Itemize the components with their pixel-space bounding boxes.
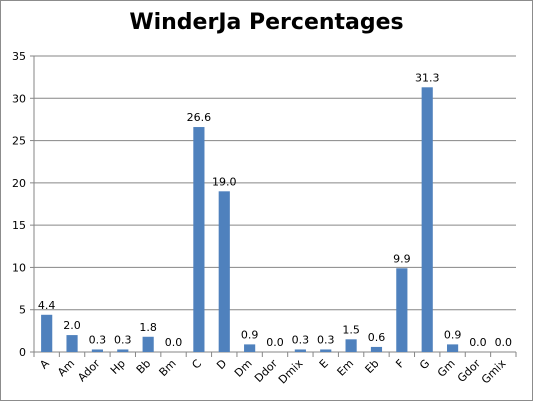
data-label-Hp: 0.3 — [114, 333, 132, 346]
data-label-Dm: 0.9 — [241, 328, 259, 341]
bar-E — [320, 349, 332, 352]
x-tick-label: Hp — [108, 357, 128, 377]
data-label-Gm: 0.9 — [444, 328, 462, 341]
x-tick-label: Eb — [363, 357, 382, 376]
x-tick-label: Bb — [134, 357, 153, 376]
data-label-F: 9.9 — [393, 252, 411, 265]
bar-Dmix — [294, 349, 306, 352]
bar-Gm — [446, 344, 459, 352]
x-tick-label: E — [317, 357, 331, 371]
x-tick-label: Gmix — [479, 357, 509, 387]
bar-Bb — [142, 336, 154, 352]
y-tick-label: 10 — [12, 261, 26, 274]
bar-D — [218, 191, 230, 352]
x-tick-label: G — [417, 357, 432, 372]
x-tick-label: Em — [335, 357, 357, 379]
data-label-C: 26.6 — [187, 111, 212, 124]
bar-Dm — [244, 344, 256, 352]
data-label-D: 19.0 — [212, 175, 237, 188]
x-tick-label: Bm — [157, 357, 179, 379]
x-tick-label: D — [214, 357, 229, 372]
y-tick-label: 20 — [12, 177, 26, 190]
x-tick-label: Dmix — [276, 357, 306, 387]
bar-C — [193, 127, 205, 352]
data-label-A: 4.4 — [38, 299, 56, 312]
bar-A — [41, 314, 53, 352]
data-label-Ador: 0.3 — [89, 333, 107, 346]
x-tick-label: Gdor — [455, 357, 483, 385]
bar-Hp — [117, 349, 129, 352]
data-label-Ddor: 0.0 — [266, 336, 284, 349]
data-label-Gdor: 0.0 — [469, 336, 487, 349]
chart-title: WinderJa Percentages — [129, 10, 404, 35]
y-tick-label: 25 — [12, 135, 26, 148]
data-label-Eb: 0.6 — [368, 331, 386, 344]
y-tick-label: 0 — [19, 346, 26, 359]
y-tick-label: 5 — [19, 304, 26, 317]
data-label-Em: 1.5 — [342, 323, 360, 336]
x-tick-label: F — [393, 357, 407, 371]
bar-F — [396, 268, 408, 352]
bar-Em — [345, 339, 357, 352]
x-tick-label: A — [37, 357, 52, 372]
data-label-Am: 2.0 — [63, 319, 81, 332]
bar-Ador — [91, 349, 104, 352]
data-label-Gmix: 0.0 — [495, 336, 513, 349]
y-tick-label: 15 — [12, 219, 26, 232]
y-tick-label: 30 — [12, 92, 26, 105]
data-label-E: 0.3 — [317, 333, 335, 346]
x-tick-label: C — [189, 357, 204, 372]
x-tick-label: Ddor — [252, 357, 280, 385]
data-label-G: 31.3 — [415, 71, 440, 84]
bar-Am — [66, 335, 78, 352]
x-tick-label: Am — [55, 357, 77, 379]
data-label-Dmix: 0.3 — [292, 333, 310, 346]
bar-Eb — [370, 346, 383, 352]
bar-G — [421, 87, 433, 352]
x-tick-label: Ador — [75, 357, 103, 385]
data-label-Bb: 1.8 — [139, 321, 157, 334]
y-tick-label: 35 — [12, 50, 26, 63]
data-label-Bm: 0.0 — [165, 336, 183, 349]
